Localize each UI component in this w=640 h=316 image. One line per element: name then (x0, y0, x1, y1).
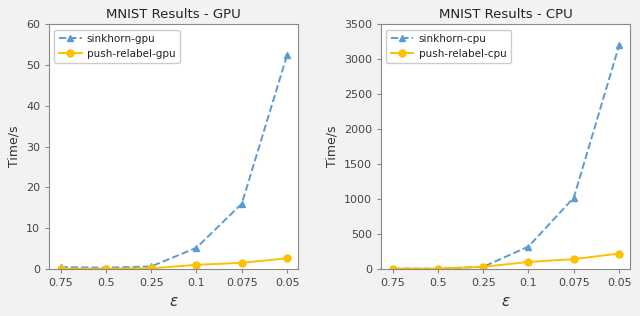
X-axis label: ε: ε (502, 294, 510, 308)
sinkhorn-cpu (615, 44, 623, 47)
sinkhorn-gpu (147, 264, 155, 268)
push-relabel-gpu (102, 267, 109, 270)
Legend: sinkhorn-cpu, push-relabel-cpu: sinkhorn-cpu, push-relabel-cpu (387, 30, 511, 63)
push-relabel-gpu (193, 263, 200, 267)
sinkhorn-gpu (238, 202, 246, 206)
Title: MNIST Results - GPU: MNIST Results - GPU (106, 8, 241, 21)
sinkhorn-cpu (479, 265, 487, 269)
push-relabel-gpu (57, 267, 65, 270)
push-relabel-cpu (615, 252, 623, 255)
push-relabel-cpu (479, 265, 487, 269)
Y-axis label: Time/s: Time/s (326, 126, 339, 167)
sinkhorn-cpu (388, 267, 396, 270)
Line: sinkhorn-cpu: sinkhorn-cpu (389, 42, 623, 272)
Y-axis label: Time/s: Time/s (8, 126, 20, 167)
sinkhorn-cpu (434, 267, 442, 270)
push-relabel-cpu (434, 267, 442, 270)
sinkhorn-cpu (525, 245, 532, 248)
push-relabel-gpu (238, 261, 246, 265)
X-axis label: ε: ε (170, 294, 178, 308)
push-relabel-gpu (284, 256, 291, 260)
Legend: sinkhorn-gpu, push-relabel-gpu: sinkhorn-gpu, push-relabel-gpu (54, 30, 179, 63)
push-relabel-gpu (147, 266, 155, 270)
Title: MNIST Results - CPU: MNIST Results - CPU (439, 8, 573, 21)
sinkhorn-gpu (102, 266, 109, 270)
push-relabel-cpu (570, 257, 578, 261)
sinkhorn-gpu (193, 246, 200, 250)
sinkhorn-gpu (57, 265, 65, 269)
sinkhorn-cpu (570, 196, 578, 200)
sinkhorn-gpu (284, 53, 291, 57)
Line: push-relabel-gpu: push-relabel-gpu (57, 255, 291, 272)
Line: push-relabel-cpu: push-relabel-cpu (389, 250, 623, 272)
push-relabel-cpu (388, 267, 396, 270)
Line: sinkhorn-gpu: sinkhorn-gpu (57, 52, 291, 271)
push-relabel-cpu (525, 260, 532, 264)
